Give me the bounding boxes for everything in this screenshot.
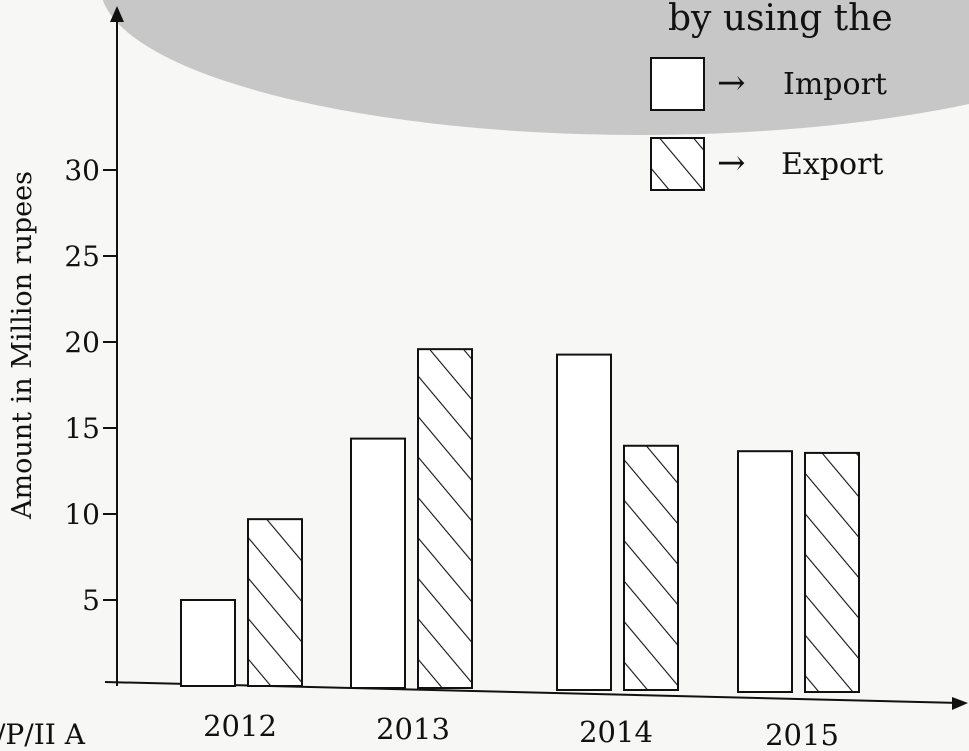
y-axis-arrowhead [110, 6, 124, 22]
legend-arrow-export: → [717, 143, 746, 183]
y-tick-label: 25 [64, 240, 100, 273]
bar-export-2012 [247, 518, 303, 687]
x-tick-label: 2015 [765, 718, 839, 751]
bar-import-2015 [737, 450, 793, 694]
y-tick-label: 20 [64, 326, 100, 359]
y-tick-label: 5 [82, 584, 100, 617]
y-tick-label: 30 [64, 154, 100, 187]
bars [180, 348, 860, 694]
bar-import-2012 [180, 599, 236, 687]
bar-import-2014 [556, 353, 612, 691]
y-tick-label: 15 [64, 412, 100, 445]
x-axis-arrowhead [952, 697, 968, 710]
y-tick-label: 10 [64, 498, 100, 531]
y-axis-label: Amount in Million rupees [7, 171, 38, 520]
x-tick-label: 2012 [203, 709, 277, 743]
x-tick-label: 2013 [376, 712, 450, 746]
legend-label-export: Export [781, 147, 883, 182]
legend: → Import → Export [650, 57, 887, 191]
grey-overlay [102, 0, 969, 135]
legend-swatch-export [650, 137, 705, 191]
legend-label-import: Import [783, 67, 887, 102]
x-tick-label: 2014 [579, 715, 653, 749]
header-fragment: by using the [668, 0, 893, 39]
legend-swatch-import [650, 57, 705, 111]
footer-fragment: /P/II A [0, 718, 86, 751]
legend-arrow-import: → [717, 63, 746, 103]
bar-import-2013 [350, 437, 406, 689]
x-tick-labels: 2012 2013 2014 2015 [203, 709, 839, 751]
y-ticks: 5 10 15 20 25 30 [64, 154, 117, 617]
bar-export-2014 [623, 444, 679, 692]
bar-export-2013 [417, 348, 473, 689]
bar-export-2015 [804, 451, 860, 694]
